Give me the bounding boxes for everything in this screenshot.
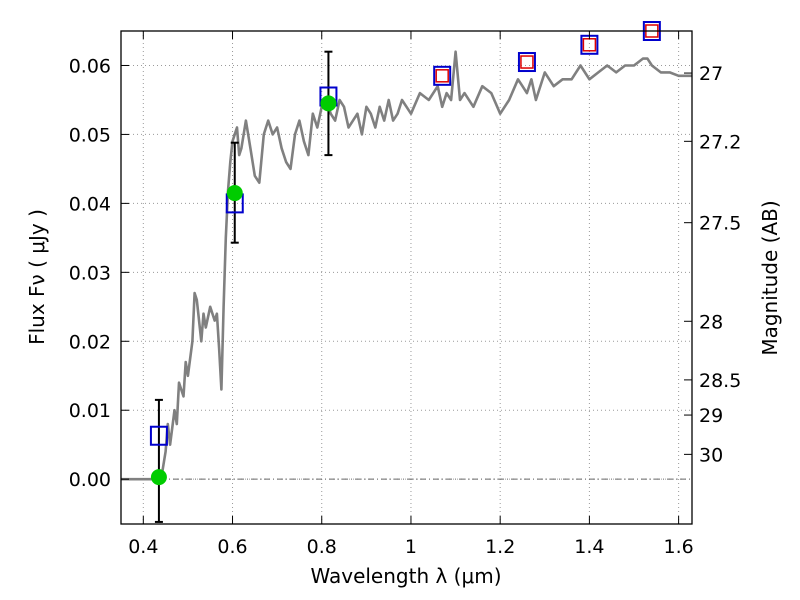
right-tick-label: 28.5 (699, 370, 741, 392)
x-tick-label: 1.2 (485, 536, 515, 558)
x-tick-label: 1.4 (574, 536, 604, 558)
model-band-flux-inner-marker (520, 55, 534, 69)
y-tick-label: 0.02 (69, 331, 111, 353)
x-tick-label: 1 (405, 536, 417, 558)
right-tick-label: 27.2 (699, 131, 741, 153)
plot-frame (120, 30, 693, 525)
model-band-flux-marker (149, 425, 168, 446)
y-tick-label: 0.06 (69, 55, 111, 77)
right-tick-label: 29 (699, 405, 723, 427)
model-spectrum-line (121, 50, 692, 481)
y-tick-label: 0.03 (69, 262, 111, 284)
model-band-flux-marker (433, 65, 452, 86)
observed-flux-point (320, 95, 337, 112)
y-tick-label: 0.04 (69, 193, 111, 215)
x-tick-label: 0.4 (128, 536, 158, 558)
y-tick-label: 0.00 (69, 469, 111, 491)
y-tick-label: 0.01 (69, 400, 111, 422)
axes-frame (120, 30, 693, 525)
right-tick-label: 27.5 (699, 213, 741, 235)
model-spectrum-layer (121, 50, 692, 481)
right-tick-label: 30 (699, 444, 723, 466)
model-band-flux-inner-marker (582, 38, 597, 52)
model-band-flux-inner-marker (435, 69, 449, 83)
observed-flux-layer (150, 95, 337, 486)
grid-lines (121, 31, 692, 524)
x-tick-label: 0.6 (217, 536, 247, 558)
x-tick-label: 1.6 (664, 536, 694, 558)
model-band-flux-marker (517, 52, 536, 73)
errorbar-layer (154, 50, 333, 523)
observed-flux-point (150, 469, 167, 486)
observed-flux-point (226, 185, 243, 202)
right-tick-label: 28 (699, 311, 723, 333)
x-tick-label: 0.8 (307, 536, 337, 558)
x-axis-label: Wavelength λ (μm) (310, 564, 501, 588)
right-tick-label: 27 (699, 63, 723, 85)
tick-labels: 0.4 0.6 0.8 1 1.2 1.4 1.6 0.00 0.01 0.02 0.03 0.04 0… (69, 55, 742, 558)
y-tick-label: 0.05 (69, 124, 111, 146)
y-axis-label-right: Magnitude (AB) (758, 200, 782, 355)
y-axis-label-left: Flux Fν ( μJy ) (25, 209, 49, 345)
